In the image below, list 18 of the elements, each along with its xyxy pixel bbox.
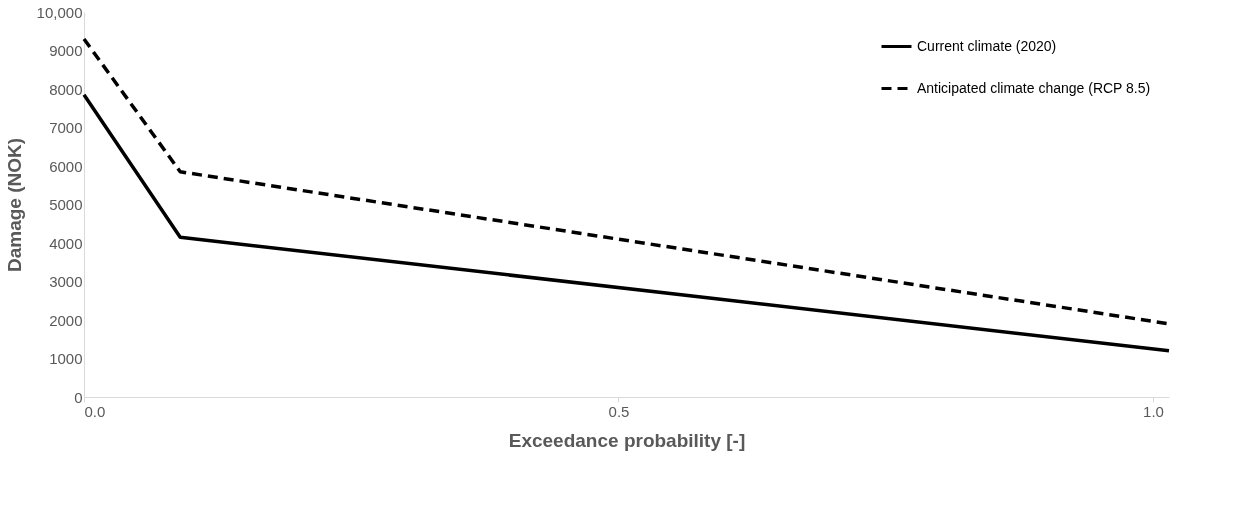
y-tick-label: 0 — [74, 388, 83, 406]
y-tick-label: 7000 — [49, 119, 83, 136]
y-tick-label: 4000 — [49, 234, 83, 252]
x-tick-label: 0.0 — [84, 402, 106, 420]
y-tick-label: 9000 — [49, 42, 83, 59]
x-tick-label: 0.5 — [608, 402, 630, 420]
y-tick-label: 8000 — [49, 80, 83, 98]
y-tick-label: 1000 — [49, 350, 83, 367]
legend-label: Current climate (2020) — [917, 37, 1057, 54]
y-tick-label: 5000 — [49, 196, 83, 213]
x-tick-label: 1.0 — [1143, 402, 1164, 420]
y-tick-label: 6000 — [49, 157, 83, 175]
y-tick-label: 3000 — [49, 273, 83, 290]
y-axis-title: Damage (NOK) — [3, 137, 25, 273]
y-tick-label: 10,000 — [36, 3, 83, 21]
legend-label: Anticipated climate change (RCP 8.5) — [917, 79, 1151, 96]
y-tick-label: 2000 — [49, 311, 83, 329]
x-axis-title: Exceedance probability [-] — [508, 429, 746, 451]
